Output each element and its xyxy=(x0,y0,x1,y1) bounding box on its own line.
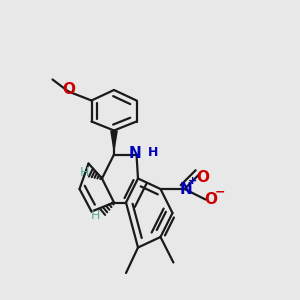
Text: O: O xyxy=(204,192,218,207)
Text: +: + xyxy=(188,176,197,186)
Polygon shape xyxy=(110,130,118,154)
Text: H: H xyxy=(91,209,100,222)
Text: O: O xyxy=(196,169,210,184)
Text: −: − xyxy=(215,185,225,199)
Text: H: H xyxy=(148,146,158,160)
Text: O: O xyxy=(62,82,75,98)
Text: H: H xyxy=(80,166,89,179)
Text: N: N xyxy=(129,146,141,160)
Text: N: N xyxy=(180,182,192,196)
